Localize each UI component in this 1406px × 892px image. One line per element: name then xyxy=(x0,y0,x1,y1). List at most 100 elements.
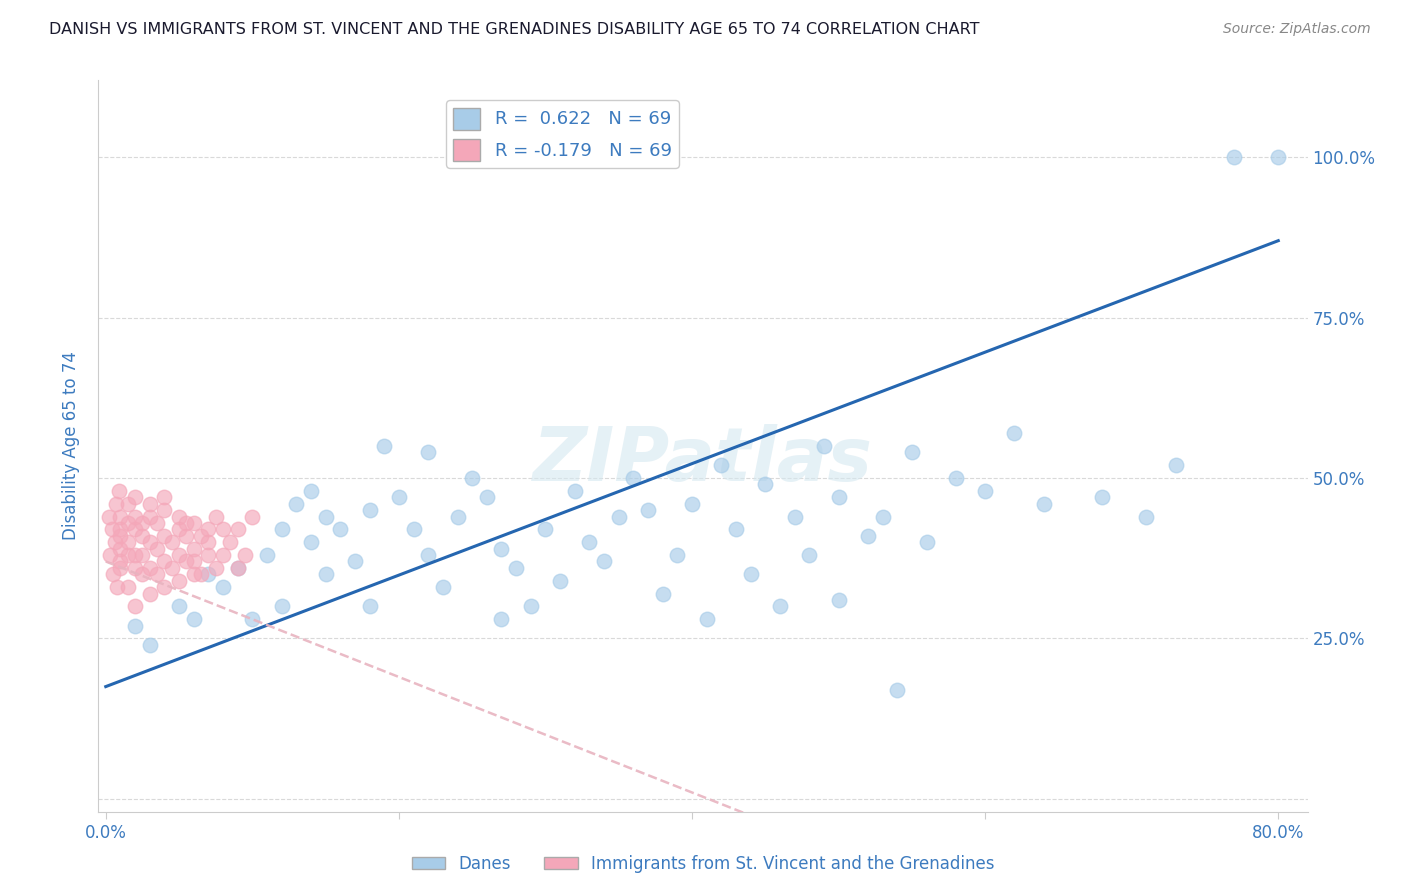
Point xyxy=(167,574,190,588)
Point xyxy=(146,516,169,530)
Point xyxy=(124,509,146,524)
Point xyxy=(138,535,160,549)
Point xyxy=(724,523,747,537)
Point xyxy=(107,580,129,594)
Point xyxy=(651,586,673,600)
Point xyxy=(160,535,183,549)
Point xyxy=(769,599,792,614)
Point xyxy=(117,535,139,549)
Point xyxy=(138,561,160,575)
Point xyxy=(97,509,120,524)
Point xyxy=(226,561,249,575)
Point xyxy=(212,523,235,537)
Point xyxy=(138,509,160,524)
Point xyxy=(1091,491,1114,505)
Point xyxy=(153,491,176,505)
Point xyxy=(190,529,212,543)
Point xyxy=(124,523,146,537)
Point xyxy=(270,599,292,614)
Point xyxy=(131,567,153,582)
Point xyxy=(285,497,308,511)
Point xyxy=(98,548,121,562)
Point xyxy=(666,548,689,562)
Point xyxy=(131,548,153,562)
Point xyxy=(110,541,132,556)
Point xyxy=(105,497,128,511)
Point xyxy=(475,491,498,505)
Point xyxy=(110,561,132,575)
Point xyxy=(212,548,235,562)
Point xyxy=(974,483,997,498)
Text: DANISH VS IMMIGRANTS FROM ST. VINCENT AND THE GRENADINES DISABILITY AGE 65 TO 74: DANISH VS IMMIGRANTS FROM ST. VINCENT AN… xyxy=(49,22,980,37)
Point xyxy=(110,509,132,524)
Point xyxy=(183,554,205,568)
Point xyxy=(204,561,226,575)
Point xyxy=(315,567,337,582)
Point xyxy=(138,497,160,511)
Point xyxy=(212,580,235,594)
Point xyxy=(117,497,139,511)
Point xyxy=(256,548,278,562)
Point xyxy=(117,580,139,594)
Point xyxy=(197,523,219,537)
Point xyxy=(124,599,146,614)
Text: Source: ZipAtlas.com: Source: ZipAtlas.com xyxy=(1223,22,1371,37)
Legend: R =  0.622   N = 69, R = -0.179   N = 69: R = 0.622 N = 69, R = -0.179 N = 69 xyxy=(446,100,679,168)
Point xyxy=(681,497,703,511)
Point xyxy=(359,599,381,614)
Point xyxy=(146,541,169,556)
Point xyxy=(167,523,190,537)
Point xyxy=(110,529,132,543)
Point xyxy=(270,523,292,537)
Point xyxy=(901,445,924,459)
Point xyxy=(827,593,849,607)
Point xyxy=(124,491,146,505)
Point xyxy=(1135,509,1157,524)
Point xyxy=(856,529,879,543)
Point xyxy=(183,567,205,582)
Point xyxy=(1267,150,1289,164)
Point xyxy=(418,445,440,459)
Point xyxy=(491,541,513,556)
Point xyxy=(100,523,122,537)
Point xyxy=(117,516,139,530)
Point xyxy=(117,548,139,562)
Point xyxy=(108,483,131,498)
Point xyxy=(359,503,381,517)
Point xyxy=(146,567,169,582)
Point xyxy=(299,535,322,549)
Point xyxy=(103,535,125,549)
Point xyxy=(740,567,762,582)
Point xyxy=(710,458,733,473)
Point xyxy=(461,471,484,485)
Point xyxy=(131,529,153,543)
Point xyxy=(219,535,242,549)
Point xyxy=(299,483,322,498)
Point xyxy=(418,548,440,562)
Point xyxy=(204,509,226,524)
Point xyxy=(578,535,600,549)
Point xyxy=(124,548,146,562)
Point xyxy=(240,612,263,626)
Legend: Danes, Immigrants from St. Vincent and the Grenadines: Danes, Immigrants from St. Vincent and t… xyxy=(405,848,1001,880)
Point xyxy=(1032,497,1054,511)
Point xyxy=(373,439,395,453)
Point xyxy=(505,561,527,575)
Point xyxy=(124,618,146,632)
Point xyxy=(607,509,630,524)
Point xyxy=(101,567,124,582)
Point xyxy=(799,548,821,562)
Point xyxy=(110,554,132,568)
Point xyxy=(915,535,938,549)
Point xyxy=(153,503,176,517)
Point xyxy=(402,523,425,537)
Point xyxy=(520,599,543,614)
Point xyxy=(160,561,183,575)
Point xyxy=(315,509,337,524)
Point xyxy=(110,523,132,537)
Point xyxy=(183,612,205,626)
Y-axis label: Disability Age 65 to 74: Disability Age 65 to 74 xyxy=(62,351,80,541)
Point xyxy=(813,439,835,453)
Point xyxy=(176,529,198,543)
Point xyxy=(783,509,806,524)
